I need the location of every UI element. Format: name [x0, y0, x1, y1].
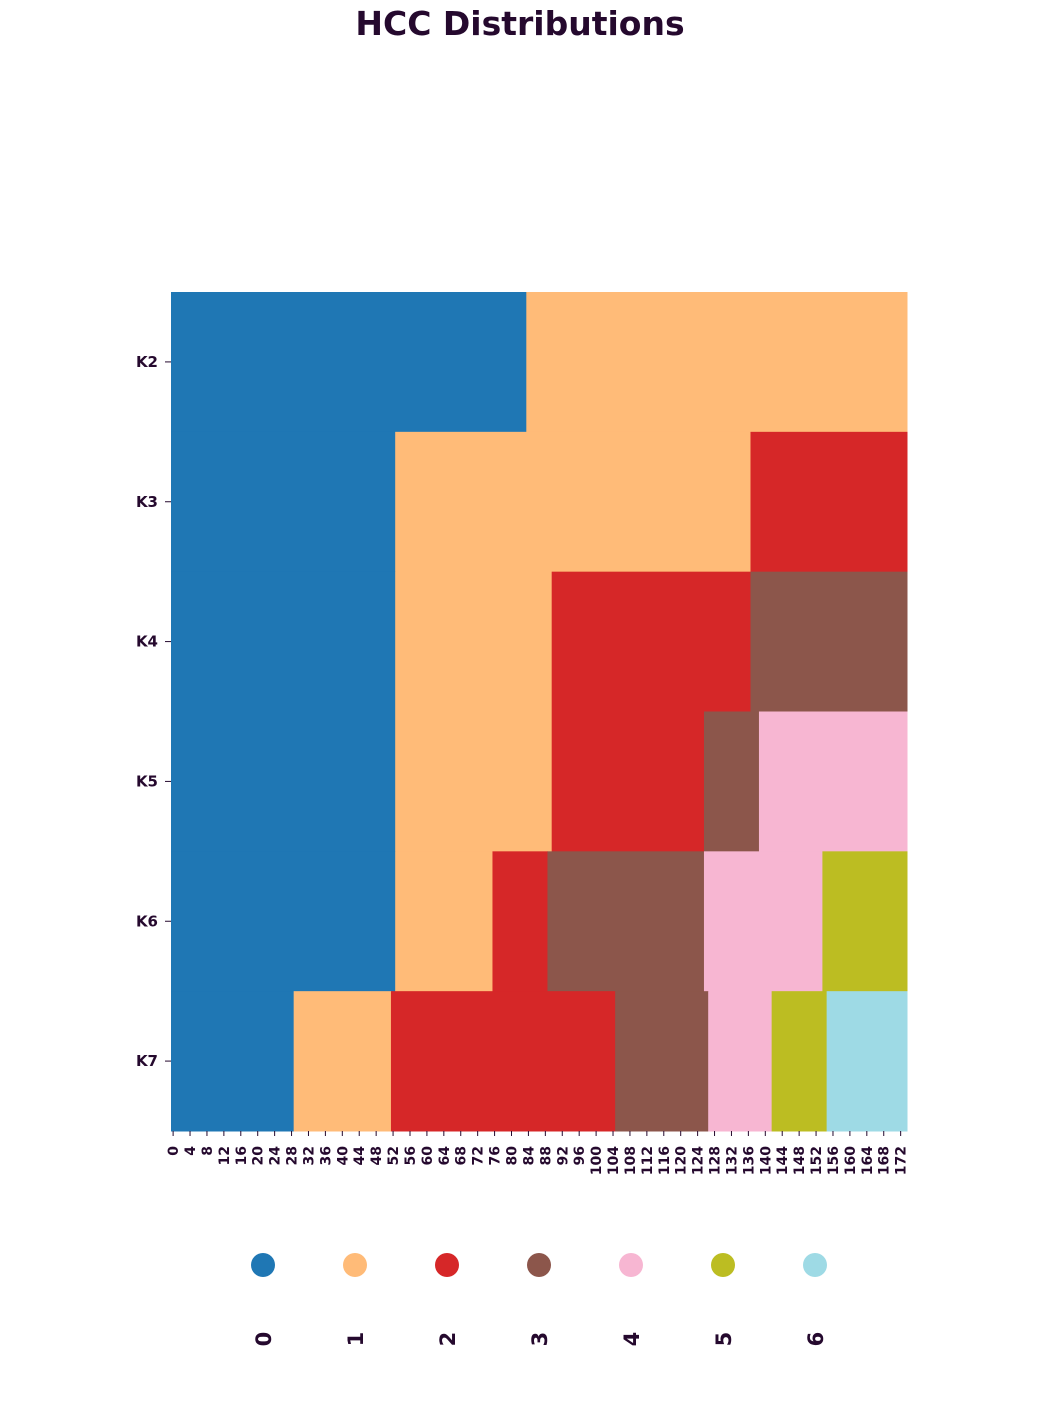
cell-K4-seg3	[750, 571, 908, 712]
legend-label-5: 5	[712, 1332, 736, 1347]
heatmap-cells	[171, 292, 908, 1132]
legend-label-0: 0	[252, 1332, 276, 1347]
y-tick-label: K4	[136, 633, 158, 651]
x-tick-label: 140	[758, 1146, 774, 1175]
cell-K6-seg2	[492, 851, 548, 992]
x-tick-label: 72	[471, 1146, 487, 1165]
x-tick-label: 128	[708, 1146, 724, 1175]
y-axis: K2 K3 K4 K5 K6 K7	[136, 353, 171, 1070]
x-tick-label: 120	[674, 1146, 690, 1175]
cell-K3-seg2	[750, 431, 908, 573]
cell-K5-seg3	[703, 711, 760, 852]
x-tick-label: 24	[268, 1146, 284, 1166]
y-tick-label: K5	[136, 772, 158, 790]
cell-K4-seg2	[551, 571, 751, 712]
x-tick-label: 112	[640, 1146, 656, 1175]
chart-title: HCC Distributions	[355, 4, 685, 43]
cell-K7-seg5	[771, 991, 828, 1132]
cell-K5-seg4	[758, 711, 908, 852]
cell-K7-seg1	[293, 991, 392, 1132]
legend-label-3: 3	[528, 1332, 552, 1347]
x-tick-label: 84	[521, 1146, 537, 1166]
x-tick-label: 4	[183, 1146, 199, 1156]
cell-K2-seg0	[171, 292, 527, 433]
x-tick-label: 16	[234, 1146, 250, 1165]
x-tick-label: 172	[894, 1146, 910, 1175]
x-tick-label: 164	[860, 1146, 876, 1175]
x-tick-label: 116	[657, 1146, 673, 1175]
cell-K7-seg0	[171, 991, 295, 1132]
legend-label-2: 2	[436, 1332, 460, 1347]
legend-label-6: 6	[804, 1332, 828, 1347]
cell-K6-seg0	[171, 851, 396, 992]
x-tick-label: 56	[403, 1146, 419, 1165]
y-tick-label: K7	[136, 1052, 158, 1070]
x-tick-label: 104	[606, 1146, 622, 1175]
legend-marker-6	[803, 1253, 827, 1277]
legend-label-4: 4	[620, 1332, 644, 1347]
cell-K6-seg4	[703, 851, 823, 992]
legend-marker-4	[619, 1253, 643, 1277]
cell-K7-seg3	[615, 991, 709, 1132]
x-tick-label: 124	[691, 1146, 707, 1175]
x-tick-label: 60	[420, 1146, 436, 1166]
x-tick-label: 148	[792, 1146, 808, 1175]
cell-K3-seg1	[395, 431, 751, 573]
y-tick-label: K2	[136, 353, 158, 371]
cell-K5-seg0	[171, 711, 396, 852]
x-tick-label: 92	[555, 1146, 571, 1165]
cell-K7-seg2	[390, 991, 616, 1132]
legend-marker-1	[343, 1253, 367, 1277]
x-tick-label: 156	[826, 1146, 842, 1175]
x-tick-label: 8	[200, 1146, 216, 1156]
cell-K7-seg6	[826, 991, 908, 1132]
x-tick-label: 168	[877, 1146, 893, 1175]
cell-K4-seg0	[171, 571, 396, 712]
legend-label-1: 1	[344, 1332, 368, 1347]
x-tick-label: 108	[623, 1146, 639, 1175]
cell-K4-seg1	[395, 571, 553, 712]
x-tick-label: 88	[538, 1146, 554, 1165]
x-tick-label: 152	[809, 1146, 825, 1175]
cell-K7-seg4	[708, 991, 773, 1132]
x-tick-label: 76	[488, 1146, 504, 1165]
x-tick-label: 64	[437, 1146, 453, 1166]
legend-marker-5	[711, 1253, 735, 1277]
x-tick-label: 36	[318, 1146, 334, 1165]
cell-K3-seg0	[171, 431, 396, 573]
cell-K5-seg2	[551, 711, 705, 852]
y-tick-label: K6	[136, 912, 158, 930]
x-tick-label: 20	[251, 1146, 267, 1166]
cell-K6-seg5	[822, 851, 908, 992]
x-tick-label: 136	[741, 1146, 757, 1175]
cell-K5-seg1	[395, 711, 553, 852]
x-axis: 0 4 8 12 16 20 24 28 32 36 40 44 48 52 56 60 64 68 72 76 80 8…	[166, 1131, 910, 1175]
legend-marker-3	[527, 1253, 551, 1277]
x-tick-label: 132	[724, 1146, 740, 1175]
legend-marker-0	[251, 1253, 275, 1277]
legend: 0 1 2 3 4 5 6	[251, 1253, 828, 1346]
x-tick-label: 12	[217, 1146, 233, 1165]
x-tick-label: 160	[843, 1146, 859, 1175]
x-tick-label: 32	[301, 1146, 317, 1165]
x-tick-label: 100	[589, 1146, 605, 1175]
x-tick-label: 44	[352, 1146, 368, 1166]
cell-K6-seg3	[547, 851, 705, 992]
legend-marker-2	[435, 1253, 459, 1277]
x-tick-label: 144	[775, 1146, 791, 1175]
x-tick-label: 96	[572, 1146, 588, 1165]
x-tick-label: 52	[386, 1146, 402, 1165]
x-tick-label: 48	[369, 1146, 385, 1165]
cell-K6-seg1	[395, 851, 493, 992]
x-tick-label: 68	[454, 1146, 470, 1165]
x-tick-label: 80	[505, 1146, 521, 1166]
x-tick-label: 28	[285, 1146, 301, 1165]
y-tick-label: K3	[136, 493, 158, 511]
cell-K2-seg1	[526, 292, 908, 433]
x-tick-label: 0	[166, 1146, 182, 1156]
x-tick-label: 40	[335, 1146, 351, 1166]
